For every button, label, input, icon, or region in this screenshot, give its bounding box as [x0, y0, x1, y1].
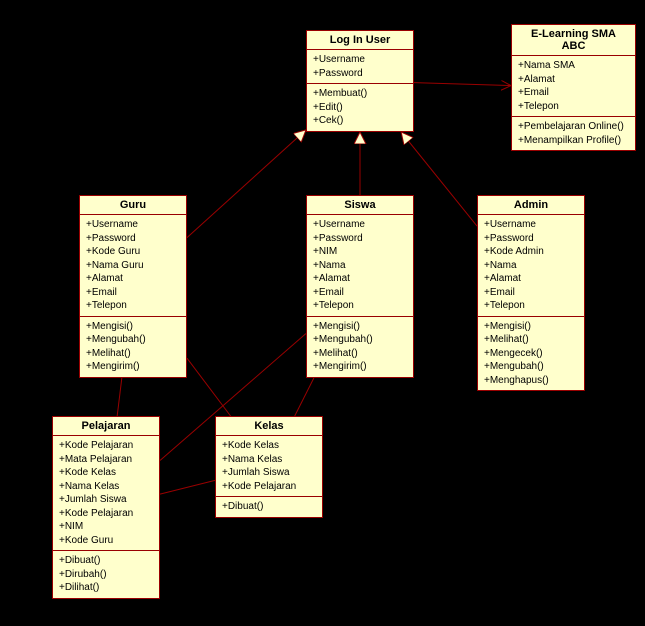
class-kelas: Kelas+Kode Kelas+Nama Kelas+Jumlah Siswa… [215, 416, 323, 518]
class-operations: +Mengisi()+Mengubah()+Melihat()+Mengirim… [307, 317, 413, 377]
class-attributes: +Nama SMA+Alamat+Email+Telepon [512, 56, 635, 117]
class-operations: +Mengisi()+Mengubah()+Melihat()+Mengirim… [80, 317, 186, 377]
class-login: Log In User+Username+Password+Membuat()+… [306, 30, 414, 132]
class-siswa: Siswa+Username+Password+NIM+Nama+Alamat+… [306, 195, 414, 378]
class-attributes: +Username+Password+NIM+Nama+Alamat+Email… [307, 215, 413, 317]
class-title: E-Learning SMA ABC [512, 25, 635, 56]
class-operations: +Dibuat() [216, 497, 322, 517]
class-pelajaran: Pelajaran+Kode Pelajaran+Mata Pelajaran+… [52, 416, 160, 599]
class-operations: +Pembelajaran Online()+Menampilkan Profi… [512, 117, 635, 150]
connector-guru-pelajaran [117, 378, 122, 416]
class-attributes: +Username+Password+Kode Admin+Nama+Alama… [478, 215, 584, 317]
class-title: Log In User [307, 31, 413, 50]
class-guru: Guru+Username+Password+Kode Guru+Nama Gu… [79, 195, 187, 378]
class-operations: +Membuat()+Edit()+Cek() [307, 84, 413, 131]
class-title: Guru [80, 196, 186, 215]
connector-pelajaran-kelas [160, 480, 215, 494]
class-title: Pelajaran [53, 417, 159, 436]
class-admin: Admin+Username+Password+Kode Admin+Nama+… [477, 195, 585, 391]
class-operations: +Mengisi()+Melihat()+Mengecek()+Mengubah… [478, 317, 584, 391]
class-elearning: E-Learning SMA ABC+Nama SMA+Alamat+Email… [511, 24, 636, 151]
connector-guru-kelas [187, 358, 231, 416]
class-attributes: +Kode Kelas+Nama Kelas+Jumlah Siswa+Kode… [216, 436, 322, 497]
class-title: Admin [478, 196, 584, 215]
class-attributes: +Username+Password+Kode Guru+Nama Guru+A… [80, 215, 186, 317]
class-attributes: +Username+Password [307, 50, 413, 84]
connector-login-elearning [414, 83, 511, 86]
class-operations: +Dibuat()+Dirubah()+Dilihat() [53, 551, 159, 598]
connector-guru-login [187, 130, 306, 238]
class-attributes: +Kode Pelajaran+Mata Pelajaran+Kode Kela… [53, 436, 159, 551]
connector-siswa-kelas [295, 378, 314, 416]
class-title: Kelas [216, 417, 322, 436]
class-title: Siswa [307, 196, 413, 215]
